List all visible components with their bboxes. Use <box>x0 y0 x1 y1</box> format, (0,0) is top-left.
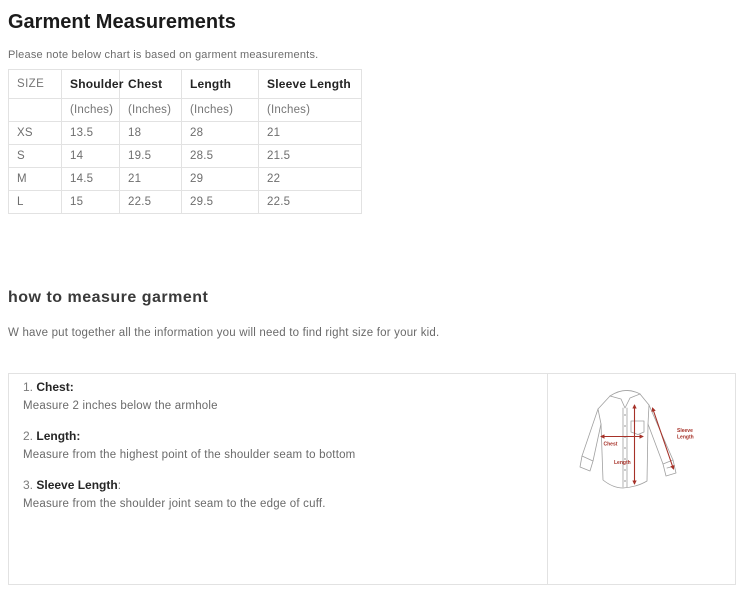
step-description: Measure from the shoulder joint seam to … <box>23 498 326 510</box>
step-label: Chest: <box>36 380 74 394</box>
column-header-sleeve-length: Sleeve Length <box>258 69 362 99</box>
measurement-arrows: Chest Length Sleeve Length <box>599 404 694 485</box>
page-title: Garment Measurements <box>8 11 236 33</box>
value-cell: 29.5 <box>181 190 259 214</box>
value-cell: 14 <box>61 144 120 168</box>
value-cell: 21 <box>258 121 362 145</box>
value-cell: 21 <box>119 167 182 191</box>
value-cell: 22 <box>258 167 362 191</box>
size-chart-table: SIZE Shoulder Chest Length Sleeve Length… <box>8 69 362 214</box>
value-cell: 15 <box>61 190 120 214</box>
column-header-size: SIZE <box>8 69 62 99</box>
step-number: 3. <box>23 478 34 492</box>
chest-arrow-label: Chest <box>603 442 617 448</box>
value-cell: 19.5 <box>119 144 182 168</box>
units-cell <box>8 98 62 122</box>
chart-note: Please note below chart is based on garm… <box>8 49 319 61</box>
sleeve-arrow-label-line2: Length <box>677 435 694 441</box>
value-cell: 28 <box>181 121 259 145</box>
value-cell: 13.5 <box>61 121 120 145</box>
step-description: Measure 2 inches below the armhole <box>23 400 218 412</box>
size-cell: S <box>8 144 62 168</box>
step-length: 2. Length: Measure from the highest poin… <box>23 429 533 462</box>
table-row-s: S 14 19.5 28.5 21.5 <box>8 144 362 168</box>
table-row-xs: XS 13.5 18 28 21 <box>8 121 362 145</box>
value-cell: 14.5 <box>61 167 120 191</box>
step-number: 1. <box>23 380 34 394</box>
step-sleeve-length: 3. Sleeve Length: Measure from the shoul… <box>23 478 533 511</box>
units-cell: (Inches) <box>61 98 120 122</box>
size-cell: M <box>8 167 62 191</box>
table-header-row: SIZE Shoulder Chest Length Sleeve Length <box>8 69 362 99</box>
column-header-length: Length <box>181 69 259 99</box>
table-units-row: (Inches) (Inches) (Inches) (Inches) <box>8 98 362 122</box>
instructions-panel: 1. Chest: Measure 2 inches below the arm… <box>9 374 548 584</box>
size-guide-page: Garment Measurements Please note below c… <box>0 10 736 585</box>
section-intro: W have put together all the information … <box>8 327 440 339</box>
length-arrow-label: Length <box>614 460 631 466</box>
column-header-chest: Chest <box>119 69 182 99</box>
value-cell: 22.5 <box>119 190 182 214</box>
step-heading: 1. Chest: <box>23 380 533 395</box>
table-row-m: M 14.5 21 29 22 <box>8 167 362 191</box>
measure-guide-box: 1. Chest: Measure 2 inches below the arm… <box>8 373 736 585</box>
value-cell: 18 <box>119 121 182 145</box>
value-cell: 21.5 <box>258 144 362 168</box>
value-cell: 29 <box>181 167 259 191</box>
step-heading: 3. Sleeve Length: <box>23 478 122 492</box>
step-heading: 2. Length: <box>23 429 533 444</box>
step-number: 2. <box>23 429 34 443</box>
sleeve-arrow-label-line1: Sleeve <box>677 428 693 434</box>
table-row-l: L 15 22.5 29.5 22.5 <box>8 190 362 214</box>
value-cell: 22.5 <box>258 190 362 214</box>
column-header-shoulder: Shoulder <box>61 69 123 99</box>
step-label: Sleeve Length <box>36 478 118 492</box>
sleeve-length-arrow <box>651 407 674 470</box>
step-description: Measure from the highest point of the sh… <box>23 449 356 461</box>
value-cell: 28.5 <box>181 144 259 168</box>
size-cell: XS <box>8 121 62 145</box>
shirt-outline <box>579 390 676 489</box>
section-title: how to measure garment <box>8 289 209 306</box>
units-cell: (Inches) <box>258 98 362 122</box>
step-label: Length: <box>36 429 81 443</box>
units-cell: (Inches) <box>119 98 182 122</box>
units-cell: (Inches) <box>181 98 259 122</box>
size-cell: L <box>8 190 62 214</box>
step-chest: 1. Chest: Measure 2 inches below the arm… <box>23 380 533 413</box>
diagram-panel: Chest Length Sleeve Length <box>548 374 735 584</box>
shirt-measurement-diagram: Chest Length Sleeve Length <box>579 390 694 489</box>
